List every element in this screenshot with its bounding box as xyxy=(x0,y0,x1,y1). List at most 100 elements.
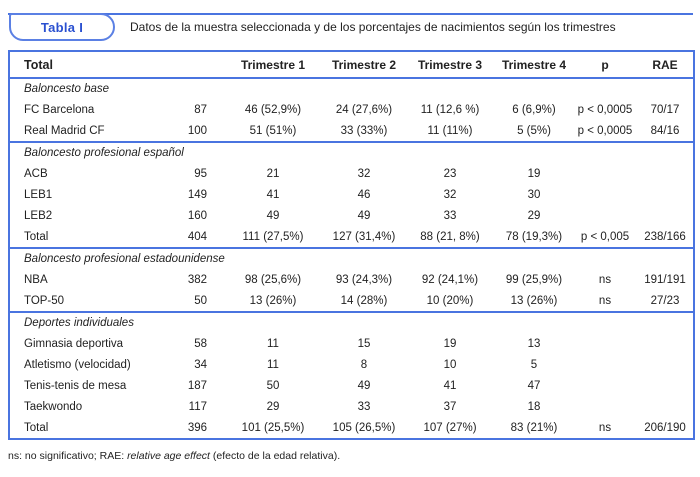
header-trimestre-2: Trimestre 2 xyxy=(323,51,405,79)
section-header-row: Baloncesto profesional estadounidense xyxy=(9,247,694,269)
cell-label: Tenis-tenis de mesa xyxy=(24,379,127,392)
header-trimestre-3: Trimestre 3 xyxy=(405,51,495,79)
cell-p xyxy=(573,163,637,184)
table-row: NBA 382 98 (25,6%) 93 (24,3%) 92 (24,1%) 99 (… xyxy=(9,269,694,290)
section-title: Deportes individuales xyxy=(9,311,694,333)
cell-t2: 93 (24,3%) xyxy=(335,273,393,286)
section-title: Baloncesto profesional estadounidense xyxy=(9,247,694,269)
cell-p: ns xyxy=(598,294,612,307)
cell-p: p < 0,0005 xyxy=(577,103,633,116)
cell-n: 187 xyxy=(187,379,207,392)
section-header-row: Baloncesto profesional español xyxy=(9,141,694,163)
cell-t2: 127 (31,4%) xyxy=(332,230,396,243)
header-p-value: p xyxy=(573,51,637,79)
table-body: Baloncesto base FC Barcelona 87 46 (52,9%) 2… xyxy=(9,78,694,439)
table-row: LEB2 160 49 49 33 29 xyxy=(9,205,694,226)
header-n xyxy=(159,51,223,79)
cell-label: Total xyxy=(24,421,49,434)
cell-t1: 11 xyxy=(267,337,279,350)
cell-n: 50 xyxy=(194,294,207,307)
cell-label: Total xyxy=(24,230,49,243)
cell-label: LEB1 xyxy=(24,188,53,201)
header-trimestre-4: Trimestre 4 xyxy=(495,51,573,79)
data-table: Total Trimestre 1 Trimestre 2 Trimestre … xyxy=(8,50,695,440)
table-row: LEB1 149 41 46 32 30 xyxy=(9,184,694,205)
cell-p xyxy=(573,354,637,375)
cell-t3: 19 xyxy=(443,337,457,350)
footnote-suffix: (efecto de la edad relativa). xyxy=(209,450,341,462)
cell-label: Atletismo (velocidad) xyxy=(24,358,131,371)
cell-t3: 11 (11%) xyxy=(427,124,473,137)
cell-label: ACB xyxy=(24,167,48,180)
cell-t3: 41 xyxy=(443,379,457,392)
section-title: Baloncesto profesional español xyxy=(9,141,694,163)
cell-p xyxy=(573,184,637,205)
cell-t4: 13 xyxy=(527,337,541,350)
cell-p xyxy=(573,333,637,354)
cell-t2: 105 (26,5%) xyxy=(332,421,396,434)
cell-label: LEB2 xyxy=(24,209,53,222)
cell-label: Real Madrid CF xyxy=(24,124,105,137)
cell-rae xyxy=(637,184,694,205)
cell-t3: 23 xyxy=(443,167,457,180)
table-number-label: Tabla I xyxy=(40,19,84,35)
cell-t3: 37 xyxy=(443,400,457,413)
cell-p: ns xyxy=(598,273,612,286)
table-row: ACB 95 21 32 23 19 xyxy=(9,163,694,184)
table-row: FC Barcelona 87 46 (52,9%) 24 (27,6%) 11 (12… xyxy=(9,99,694,120)
cell-t1: 98 (25,6%) xyxy=(244,273,302,286)
cell-t2: 14 (28%) xyxy=(340,294,388,307)
cell-t1: 13 (26%) xyxy=(249,294,297,307)
table-footnote: ns: no significativo; RAE: relative age … xyxy=(8,450,340,462)
cell-t3: 32 xyxy=(443,188,457,201)
cell-n: 87 xyxy=(194,103,207,116)
cell-n: 382 xyxy=(187,273,207,286)
cell-t4: 83 (21%) xyxy=(510,421,558,434)
cell-rae: 84/16 xyxy=(650,124,680,137)
cell-p: p < 0,0005 xyxy=(577,124,633,137)
cell-n: 58 xyxy=(194,337,207,350)
table-number-badge: Tabla I xyxy=(9,13,115,41)
table-row: Atletismo (velocidad) 34 11 8 10 5 xyxy=(9,354,694,375)
cell-t3: 10 xyxy=(443,358,457,371)
footnote-italic-term: relative age effect xyxy=(127,450,210,462)
cell-t3: 88 (21, 8%) xyxy=(420,230,480,243)
cell-t2: 33 xyxy=(357,400,371,413)
cell-rae xyxy=(637,375,694,396)
cell-t2: 8 xyxy=(360,358,368,371)
cell-rae: 191/191 xyxy=(644,273,686,286)
cell-t4: 18 xyxy=(527,400,541,413)
cell-t4: 5 (5%) xyxy=(517,124,551,137)
cell-t4: 29 xyxy=(527,209,541,222)
cell-t3: 11 (12,6 %) xyxy=(420,103,480,116)
cell-label: Taekwondo xyxy=(24,400,83,413)
cell-n: 160 xyxy=(187,209,207,222)
cell-t2: 32 xyxy=(357,167,371,180)
cell-t1: 111 (27,5%) xyxy=(242,230,304,243)
table-row: Total 404 111 (27,5%) 127 (31,4%) 88 (21, 8%… xyxy=(9,226,694,248)
table-row: Total 396 101 (25,5%) 105 (26,5%) 107 (27%) 8… xyxy=(9,417,694,439)
cell-t3: 107 (27%) xyxy=(423,421,477,434)
cell-t4: 6 (6,9%) xyxy=(512,103,556,116)
header-rae: RAE xyxy=(637,51,694,79)
cell-t2: 33 (33%) xyxy=(340,124,388,137)
cell-t1: 29 xyxy=(266,400,280,413)
cell-t1: 101 (25,5%) xyxy=(241,421,305,434)
table-header-row: Total Trimestre 1 Trimestre 2 Trimestre … xyxy=(9,51,694,79)
section-header-row: Deportes individuales xyxy=(9,311,694,333)
cell-t1: 50 xyxy=(266,379,280,392)
cell-rae xyxy=(637,205,694,226)
cell-t1: 11 xyxy=(267,358,279,371)
cell-rae: 70/17 xyxy=(650,103,680,116)
cell-t4: 30 xyxy=(527,188,541,201)
table-row: Gimnasia deportiva 58 11 15 19 13 xyxy=(9,333,694,354)
cell-rae xyxy=(637,163,694,184)
cell-n: 100 xyxy=(187,124,207,137)
header-trimestre-1: Trimestre 1 xyxy=(223,51,323,79)
cell-t4: 19 xyxy=(527,167,541,180)
cell-t1: 46 (52,9%) xyxy=(244,103,302,116)
cell-n: 34 xyxy=(194,358,207,371)
cell-p: ns xyxy=(598,421,612,434)
cell-label: Gimnasia deportiva xyxy=(24,337,124,350)
